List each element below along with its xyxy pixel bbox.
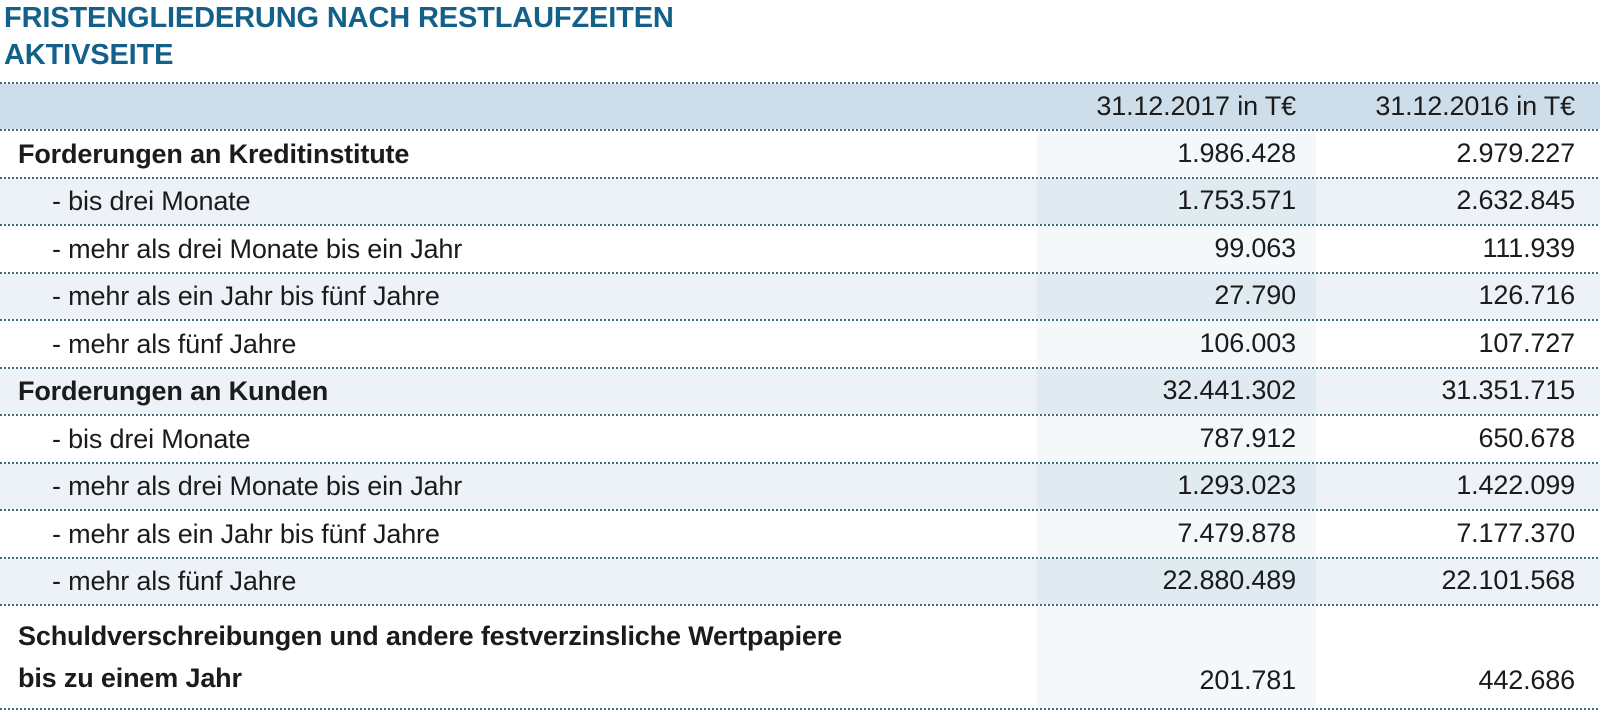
value-2017: 1.293.023 [1037, 463, 1316, 509]
value-2016: 1.422.099 [1456, 470, 1575, 501]
value-2017: 22.880.489 [1037, 558, 1316, 604]
header-col-2016: 31.12.2016 in T€ [1375, 90, 1575, 121]
dotted-divider [0, 129, 1600, 131]
table-row: - mehr als fünf Jahre 22.880.489 22.101.… [0, 558, 1600, 605]
dotted-divider [0, 82, 1600, 84]
table-row: - mehr als ein Jahr bis fünf Jahre 7.479… [0, 511, 1600, 557]
table-row: Forderungen an Kreditinstitute 1.986.428… [0, 131, 1600, 177]
dotted-divider [0, 414, 1600, 416]
header-col-2017: 31.12.2017 in T€ [1096, 90, 1296, 121]
dotted-divider [0, 366, 1600, 369]
value-2017: 787.912 [1037, 416, 1316, 462]
row-label: - mehr als ein Jahr bis fünf Jahre [0, 511, 1037, 557]
value-2017: 106.003 [1037, 321, 1316, 367]
table-row: Schuldverschreibungen und andere festver… [0, 606, 1600, 708]
row-label: - mehr als fünf Jahre [0, 559, 1037, 605]
dotted-divider [0, 604, 1600, 606]
table-row: - mehr als drei Monate bis ein Jahr 1.29… [0, 463, 1600, 510]
dotted-divider [0, 461, 1600, 464]
value-2016: 2.632.845 [1456, 185, 1575, 216]
dotted-divider [0, 319, 1600, 321]
row-label: - mehr als drei Monate bis ein Jahr [0, 464, 1037, 510]
value-2017: 201.781 [1037, 606, 1316, 708]
value-2016: 22.101.568 [1441, 565, 1575, 596]
row-label-line2: bis zu einem Jahr [18, 663, 242, 693]
value-2016: 126.716 [1478, 280, 1576, 311]
table-row: - bis drei Monate 1.753.571 2.632.845 [0, 178, 1600, 225]
row-label-line1: - mehr als ein Jahr bis fünf Jahre [52, 518, 440, 549]
row-label-line1: - bis drei Monate [52, 423, 251, 454]
value-2017: 99.063 [1037, 226, 1316, 272]
row-label: Schuldverschreibungen und andere festver… [0, 606, 1037, 708]
row-label: - mehr als fünf Jahre [0, 321, 1037, 367]
value-2017: 1.753.571 [1037, 178, 1316, 224]
row-label-line1: Forderungen an Kreditinstitute [18, 138, 410, 169]
table-row: - mehr als fünf Jahre 106.003 107.727 [0, 321, 1600, 367]
value-2016: 107.727 [1478, 327, 1576, 358]
maturity-table: 31.12.2017 in T€ 31.12.2016 in T€ Forder… [0, 82, 1600, 710]
table-row: - mehr als ein Jahr bis fünf Jahre 27.79… [0, 273, 1600, 320]
dotted-divider [0, 509, 1600, 511]
value-2016: 442.686 [1478, 665, 1576, 696]
row-label: - bis drei Monate [0, 416, 1037, 462]
value-2017: 32.441.302 [1037, 368, 1316, 414]
value-2016: 111.939 [1482, 232, 1576, 263]
row-label-line1: - mehr als ein Jahr bis fünf Jahre [52, 281, 440, 312]
table-row: - bis drei Monate 787.912 650.678 [0, 416, 1600, 462]
page-title: FRISTENGLIEDERUNG NACH RESTLAUFZEITEN [4, 2, 674, 34]
table-body: Forderungen an Kreditinstitute 1.986.428… [0, 131, 1600, 710]
row-label-line1: - mehr als fünf Jahre [52, 566, 297, 597]
table-row: - mehr als drei Monate bis ein Jahr 99.0… [0, 226, 1600, 272]
table-row: Forderungen an Kunden 32.441.302 31.351.… [0, 368, 1600, 415]
dotted-divider [0, 224, 1600, 226]
row-label: - mehr als ein Jahr bis fünf Jahre [0, 274, 1037, 320]
row-label: - bis drei Monate [0, 179, 1037, 225]
dotted-divider [0, 271, 1600, 274]
value-2017: 27.790 [1037, 273, 1316, 319]
row-label: - mehr als drei Monate bis ein Jahr [0, 226, 1037, 272]
value-2016: 650.678 [1478, 422, 1576, 453]
value-2016: 31.351.715 [1441, 375, 1575, 406]
row-label-line1: Forderungen an Kunden [18, 376, 329, 407]
value-2017: 1.986.428 [1037, 131, 1316, 177]
row-label-line1: - mehr als fünf Jahre [52, 328, 297, 359]
table-header-row: 31.12.2017 in T€ 31.12.2016 in T€ [0, 84, 1600, 129]
value-2016: 7.177.370 [1456, 517, 1575, 548]
row-label-line1: - mehr als drei Monate bis ein Jahr [52, 233, 463, 264]
row-label-line1: Schuldverschreibungen und andere festver… [18, 621, 842, 651]
row-label-line1: - mehr als drei Monate bis ein Jahr [52, 471, 463, 502]
row-label: Forderungen an Kreditinstitute [0, 131, 1037, 177]
dotted-divider [0, 556, 1600, 559]
page-subtitle: AKTIVSEITE [4, 39, 174, 71]
value-2016: 2.979.227 [1456, 137, 1575, 168]
title-block: FRISTENGLIEDERUNG NACH RESTLAUFZEITEN AK… [0, 0, 1600, 72]
row-label: Forderungen an Kunden [0, 369, 1037, 415]
header-label-cell [0, 84, 1037, 129]
row-label-line1: - bis drei Monate [52, 186, 251, 217]
dotted-divider [0, 176, 1600, 179]
value-2017: 7.479.878 [1037, 511, 1316, 557]
dotted-divider [0, 708, 1600, 710]
